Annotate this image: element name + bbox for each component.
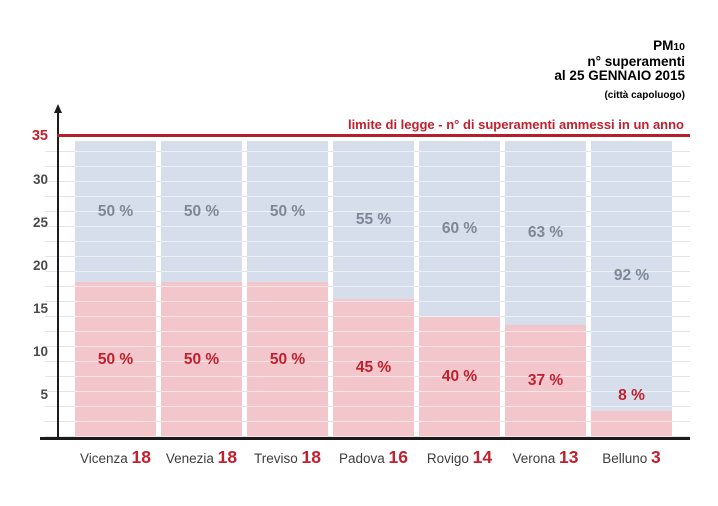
city-name: Treviso <box>254 451 298 466</box>
used-percent-label: 50 % <box>269 350 306 368</box>
city-value: 14 <box>472 447 493 467</box>
remaining-percent-label: 55 % <box>355 211 392 228</box>
city-name: Rovigo <box>426 451 469 466</box>
bar-padova: 55 % 45 % <box>333 141 414 437</box>
city-label-belluno: Belluno 3 <box>591 447 672 468</box>
title-line-pm10: PM10 <box>554 38 685 55</box>
city-value: 13 <box>559 447 579 467</box>
bar-gridline-overlay <box>333 141 414 437</box>
bar-rovigo: 60 % 40 % <box>419 141 500 437</box>
remaining-percent-label: 50 % <box>97 202 134 220</box>
city-name: Belluno <box>602 451 648 466</box>
y-tick-25: 25 <box>32 215 48 230</box>
city-value: 18 <box>301 447 321 467</box>
remaining-percent-label: 60 % <box>441 220 478 237</box>
city-label-verona: Verona 13 <box>505 447 586 468</box>
bar-vicenza: 50 % 50 % <box>75 141 156 437</box>
city-label-vicenza: Vicenza 18 <box>75 447 156 468</box>
y-axis <box>57 112 59 439</box>
used-percent-label: 50 % <box>97 350 134 368</box>
city-name: Verona <box>512 451 556 466</box>
title-line-capoluogo: (città capoluogo) <box>604 89 685 101</box>
used-percent-label: 8 % <box>618 387 645 404</box>
city-value: 3 <box>651 447 661 467</box>
city-value: 16 <box>388 447 409 467</box>
remaining-percent-label: 92 % <box>613 267 650 284</box>
y-tick-15: 15 <box>32 301 48 316</box>
y-tick-5: 5 <box>40 387 48 402</box>
bar-gridline-overlay <box>247 141 328 437</box>
remaining-percent-label: 63 % <box>527 224 564 241</box>
city-name: Padova <box>338 451 385 466</box>
remaining-percent-label: 50 % <box>183 202 220 220</box>
bar-verona: 63 % 37 % <box>505 141 586 437</box>
used-percent-label: 37 % <box>527 372 564 389</box>
pm-subscript: 10 <box>673 41 685 53</box>
title-line-superamenti: n° superamenti <box>587 53 685 69</box>
city-value: 18 <box>131 447 152 467</box>
city-value: 18 <box>217 447 238 467</box>
used-percent-label: 50 % <box>183 350 220 368</box>
city-label-venezia: Venezia 18 <box>161 447 242 468</box>
city-label-treviso: Treviso 18 <box>247 447 328 468</box>
city-name: Venezia <box>165 451 214 466</box>
y-tick-30: 30 <box>32 172 48 187</box>
bar-venezia: 50 % 50 % <box>161 141 242 437</box>
remaining-percent-label: 50 % <box>269 202 306 220</box>
chart-title: PM10 n° superamenti al 25 GENNAIO 2015 (… <box>554 38 685 103</box>
y-tick-10: 10 <box>32 344 48 359</box>
title-line-date: al 25 GENNAIO 2015 <box>554 68 685 83</box>
bar-treviso: 50 % 50 % <box>247 141 328 437</box>
pm-label: PM <box>653 38 674 53</box>
used-percent-label: 45 % <box>355 359 392 376</box>
city-label-padova: Padova 16 <box>333 447 414 468</box>
bar-belluno: 92 % 8 % <box>591 141 672 437</box>
limit-line <box>57 134 690 137</box>
bar-gridline-overlay <box>591 141 672 437</box>
x-axis <box>40 437 690 440</box>
y-axis-arrow-icon <box>53 104 62 113</box>
used-percent-label: 40 % <box>441 368 478 385</box>
city-name: Vicenza <box>79 451 128 466</box>
city-label-rovigo: Rovigo 14 <box>419 447 500 468</box>
bar-gridline-overlay <box>161 141 242 437</box>
y-tick-20: 20 <box>32 258 48 273</box>
bar-gridline-overlay <box>75 141 156 437</box>
bar-gridline-overlay <box>419 141 500 437</box>
bar-gridline-overlay <box>505 141 586 437</box>
limit-line-label: limite di legge - n° di superamenti amme… <box>347 117 684 132</box>
y-tick-35: 35 <box>31 128 48 144</box>
